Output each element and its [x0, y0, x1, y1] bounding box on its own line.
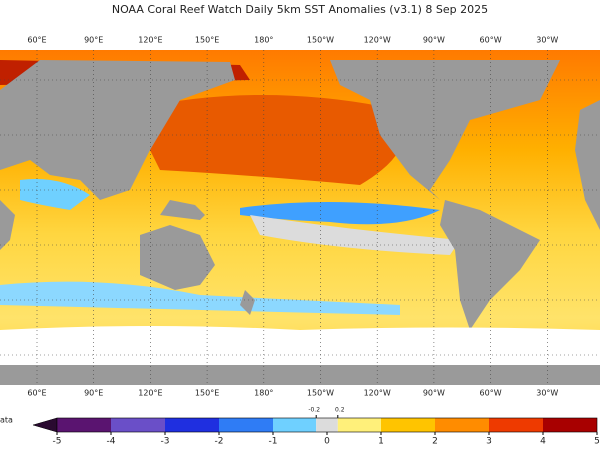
- land-antarctica: [0, 365, 600, 385]
- land-europe-africa: [575, 100, 600, 230]
- colorbar-tick-label: -5: [53, 437, 62, 447]
- lon-label-top: 60°E: [27, 36, 46, 45]
- land-africa-east: [0, 200, 15, 250]
- land-nz: [240, 290, 255, 315]
- colorbar-segment: [543, 418, 597, 432]
- colorbar: -5 -4 -3 -2 -1 0 1 2 3 4 5 -0.2 0.2: [32, 407, 600, 447]
- colorbar-tick-label: 3: [486, 437, 492, 447]
- lon-label-top: 120°W: [364, 36, 391, 45]
- lon-label-bottom: 150°E: [195, 389, 219, 398]
- colorbar-tick-label: -1: [269, 437, 278, 447]
- colorbar-segment: [381, 418, 435, 432]
- lon-label-bottom: 60°W: [480, 389, 502, 398]
- colorbar-tick-label: -3: [161, 437, 170, 447]
- colorbar-tick-label: 5: [594, 437, 600, 447]
- no-data-label: ata: [0, 416, 13, 425]
- lon-label-bottom: 180°: [254, 389, 273, 398]
- colorbar-segment: [316, 418, 338, 432]
- lon-label-top: 60°W: [480, 36, 502, 45]
- lon-labels: 60°E 60°E 90°E 90°E 120°E 120°E 150°E 150°E 180°…: [27, 36, 600, 398]
- lon-label-bottom: 150°W: [307, 389, 334, 398]
- colorbar-tick-label: 4: [540, 437, 546, 447]
- colorbar-segment: [435, 418, 489, 432]
- neutral-band: [250, 215, 460, 255]
- lon-label-top: 90°E: [84, 36, 103, 45]
- land-samerica: [440, 200, 540, 330]
- lon-label-top: 30°W: [536, 36, 558, 45]
- lon-label-bottom: 90°E: [84, 389, 103, 398]
- colorbar-minor-label: 0.2: [335, 407, 345, 414]
- equator-cold: [240, 201, 440, 225]
- colorbar-tick-label: -2: [215, 437, 224, 447]
- lon-label-bottom: 60°E: [27, 389, 46, 398]
- colorbar-segment: [337, 418, 381, 432]
- colorbar-tick-label: 0: [324, 437, 330, 447]
- colorbar-tick-label: -4: [107, 437, 116, 447]
- map: [0, 50, 600, 385]
- colorbar-under: [32, 417, 58, 433]
- land-namerica: [330, 60, 560, 200]
- colorbar-segment: [111, 418, 165, 432]
- colorbar-segment: [489, 418, 543, 432]
- colorbar-segment: [57, 418, 111, 432]
- colorbar-tick-label: 2: [432, 437, 438, 447]
- land-asia: [0, 60, 235, 200]
- graticule: [0, 50, 600, 385]
- colorbar-tick-label: 1: [378, 437, 384, 447]
- ice: [0, 326, 600, 365]
- colorbar-segment: [165, 418, 219, 432]
- colorbar-minor-label: -0.2: [308, 407, 320, 414]
- lon-label-top: 90°W: [423, 36, 445, 45]
- colorbar-segment: [219, 418, 273, 432]
- southern-cold: [0, 281, 400, 315]
- map-title: NOAA Coral Reef Watch Daily 5km SST Anom…: [112, 3, 488, 16]
- lon-label-bottom: 120°E: [138, 389, 162, 398]
- land-australia: [140, 225, 215, 290]
- lon-label-bottom: 30°W: [536, 389, 558, 398]
- indian-cold: [20, 179, 90, 210]
- lon-label-bottom: 90°W: [423, 389, 445, 398]
- lon-label-top: 180°: [254, 36, 273, 45]
- lon-label-bottom: 120°W: [364, 389, 391, 398]
- lon-label-top: 150°E: [195, 36, 219, 45]
- npacific-anomaly: [130, 95, 405, 185]
- colorbar-segment: [273, 418, 317, 432]
- lon-label-top: 150°W: [307, 36, 334, 45]
- land-newguinea: [160, 200, 205, 220]
- lon-label-top: 120°E: [138, 36, 162, 45]
